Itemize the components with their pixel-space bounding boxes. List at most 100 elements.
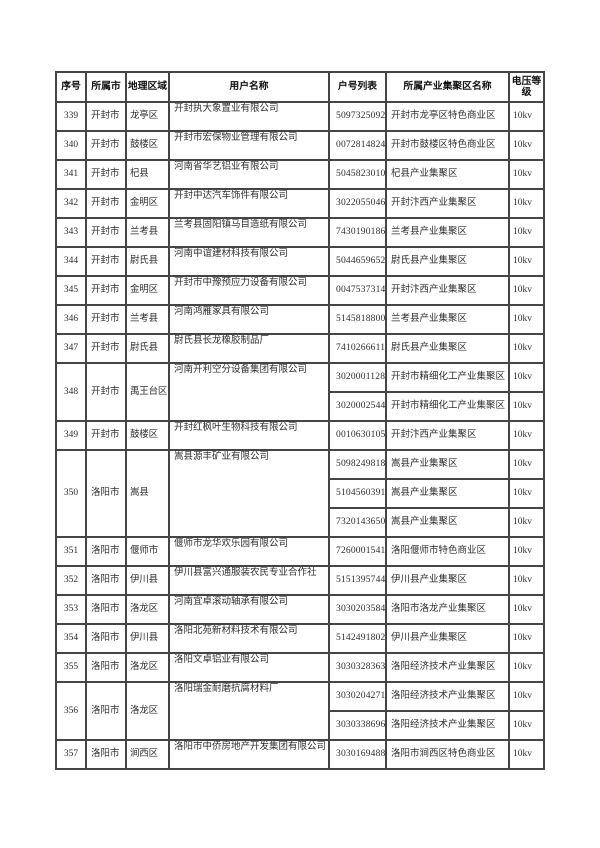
table-row: 356 洛阳市 洛龙区 洛阳瑞金耐磨抗腐材料厂 3030204271 洛阳经济技术产业集聚… xyxy=(55,681,545,741)
cell-seq: 348 xyxy=(55,362,87,422)
cell-cluster: 洛阳市洛龙产业集聚区 xyxy=(385,594,510,625)
cell-voltage: 10kv xyxy=(508,420,545,451)
cell-account: 3030203584 xyxy=(328,594,387,625)
cell-account: 5044659652 xyxy=(328,246,387,277)
cell-voltage: 10kv xyxy=(508,275,545,306)
cell-region: 伊川县 xyxy=(125,623,170,654)
cell-account: 3030169488 xyxy=(328,739,387,770)
cell-region: 兰考县 xyxy=(125,304,170,335)
cell-account: 0072814824 xyxy=(328,130,387,161)
cell-region: 杞县 xyxy=(125,159,170,190)
cell-city: 洛阳市 xyxy=(85,652,127,683)
cell-seq: 340 xyxy=(55,130,87,161)
cell-voltage: 10kv xyxy=(508,681,545,712)
cell-voltage: 10kv xyxy=(508,101,545,132)
cell-account: 7320143650 xyxy=(328,507,387,538)
cell-cluster: 开封市精细化工产业集聚区 xyxy=(385,362,510,393)
cell-region: 洛龙区 xyxy=(125,681,170,741)
cell-city: 洛阳市 xyxy=(85,623,127,654)
cell-seq: 344 xyxy=(55,246,87,277)
table-row: 341 开封市 杞县 河南省华艺铝业有限公司 5045823010 杞县产业集聚区 10kv xyxy=(55,159,545,190)
cell-company: 开封执大象置业有限公司 xyxy=(168,101,330,132)
cell-city: 开封市 xyxy=(85,130,127,161)
cell-seq: 357 xyxy=(55,739,87,770)
cell-seq: 353 xyxy=(55,594,87,625)
cell-city: 开封市 xyxy=(85,246,127,277)
cell-voltage: 10kv xyxy=(508,652,545,683)
cell-cluster: 开封汴西产业集聚区 xyxy=(385,420,510,451)
cell-company: 河南省华艺铝业有限公司 xyxy=(168,159,330,190)
cell-account: 5098249818 xyxy=(328,449,387,480)
cell-cluster: 兰考县产业集聚区 xyxy=(385,304,510,335)
cell-account: 7260001541 xyxy=(328,536,387,567)
table-row: 350 洛阳市 嵩县 嵩县源丰矿业有限公司 5098249818 嵩县产业集聚区 10kv xyxy=(55,449,545,538)
cell-voltage: 10kv xyxy=(508,710,545,741)
cell-cluster: 开封汴西产业集聚区 xyxy=(385,188,510,219)
cell-company: 河南中谊建材科技有限公司 xyxy=(168,246,330,277)
cell-company: 洛阳文卓铝业有限公司 xyxy=(168,652,330,683)
table-row: 339 开封市 龙亭区 开封执大象置业有限公司 5097325092 开封市龙亭区特色商业… xyxy=(55,101,545,132)
col-header-seq: 序号 xyxy=(55,71,87,103)
cell-voltage: 10kv xyxy=(508,217,545,248)
cell-company: 开封红枫叶生物科技有限公司 xyxy=(168,420,330,451)
cell-seq: 342 xyxy=(55,188,87,219)
cell-seq: 343 xyxy=(55,217,87,248)
cell-account: 3020002544 xyxy=(328,391,387,422)
cell-cluster: 伊川县产业集聚区 xyxy=(385,565,510,596)
cell-voltage: 10kv xyxy=(508,739,545,770)
cell-seq: 355 xyxy=(55,652,87,683)
cell-voltage: 10kv xyxy=(508,507,545,538)
cell-company: 河南开利空分设备集团有限公司 xyxy=(168,362,330,422)
cell-region: 鼓楼区 xyxy=(125,130,170,161)
cell-company: 洛阳市中侨房地产开发集团有限公司 xyxy=(168,739,330,770)
cell-account: 0010630105 xyxy=(328,420,387,451)
cell-account: 7410266611 xyxy=(328,333,387,364)
cell-region: 金明区 xyxy=(125,275,170,306)
cell-seq: 347 xyxy=(55,333,87,364)
table-row: 346 开封市 兰考县 河南鸿雁家具有限公司 5145818800 兰考县产业集聚区 10k… xyxy=(55,304,545,335)
cell-city: 开封市 xyxy=(85,217,127,248)
table-row: 3030338696 洛阳经济技术产业集聚区 10kv xyxy=(56,710,545,741)
col-header-account: 户号列表 xyxy=(328,71,387,103)
cell-cluster: 开封汴西产业集聚区 xyxy=(385,275,510,306)
cell-city: 开封市 xyxy=(85,304,127,335)
cell-voltage: 10kv xyxy=(508,362,545,393)
cell-account: 5151395744 xyxy=(328,565,387,596)
cell-voltage: 10kv xyxy=(508,391,545,422)
cell-city: 开封市 xyxy=(85,333,127,364)
cell-voltage: 10kv xyxy=(508,536,545,567)
cell-voltage: 10kv xyxy=(508,188,545,219)
cell-cluster: 杞县产业集聚区 xyxy=(385,159,510,190)
cell-cluster: 洛阳经济技术产业集聚区 xyxy=(385,681,510,712)
cell-seq: 356 xyxy=(55,681,87,741)
cell-voltage: 10kv xyxy=(508,478,545,509)
table-row: 5104560391 嵩县产业集聚区 10kv xyxy=(56,478,545,509)
cell-cluster: 嵩县产业集聚区 xyxy=(385,478,510,509)
cell-company: 偃师市龙华欢乐园有限公司 xyxy=(168,536,330,567)
cell-seq: 354 xyxy=(55,623,87,654)
cell-voltage: 10kv xyxy=(508,623,545,654)
cell-account: 5104560391 xyxy=(328,478,387,509)
cell-city: 洛阳市 xyxy=(85,594,127,625)
cell-voltage: 10kv xyxy=(508,304,545,335)
cell-account: 7430190186 xyxy=(328,217,387,248)
cell-seq: 349 xyxy=(55,420,87,451)
cell-company: 洛阳北苑新材料技术有限公司 xyxy=(168,623,330,654)
cell-account: 5142491802 xyxy=(328,623,387,654)
col-header-cluster: 所属产业集聚区名称 xyxy=(385,71,510,103)
cell-voltage: 10kv xyxy=(508,130,545,161)
cell-account: 5045823010 xyxy=(328,159,387,190)
cell-cluster: 嵩县产业集聚区 xyxy=(385,507,510,538)
cell-cluster: 嵩县产业集聚区 xyxy=(385,449,510,480)
cell-voltage: 10kv xyxy=(508,565,545,596)
cell-cluster: 尉氏县产业集聚区 xyxy=(385,246,510,277)
table-row: 340 开封市 鼓楼区 开封市宏保物业管理有限公司 0072814824 开封市鼓楼区特色… xyxy=(55,130,545,161)
cell-region: 洛龙区 xyxy=(125,594,170,625)
table-row: 352 洛阳市 伊川县 伊川县富兴通服装农民专业合作社 5151395744 伊川县产业集… xyxy=(55,565,545,596)
cell-region: 洛龙区 xyxy=(125,652,170,683)
table-row: 3020002544 开封市精细化工产业集聚区 10kv xyxy=(56,391,545,422)
cell-seq: 346 xyxy=(55,304,87,335)
cell-account: 3030328363 xyxy=(328,652,387,683)
cell-voltage: 10kv xyxy=(508,449,545,480)
cell-company: 尉氏县长龙橡胶制品厂 xyxy=(168,333,330,364)
